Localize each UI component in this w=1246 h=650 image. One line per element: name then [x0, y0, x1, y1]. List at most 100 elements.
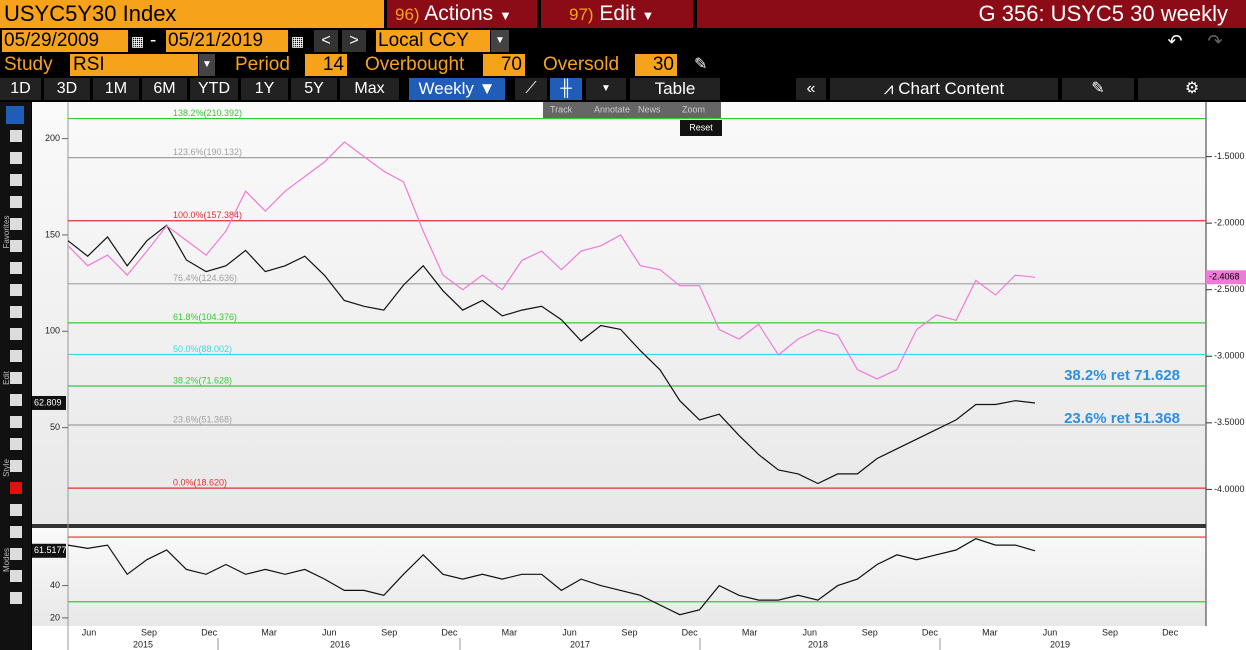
x-tick-label: Mar [742, 627, 758, 637]
tool-icon[interactable] [10, 570, 22, 582]
panel-divider [32, 524, 1246, 528]
reset-label: Reset [689, 122, 713, 132]
period-field[interactable]: 14 [305, 54, 347, 76]
x-tick-label: Sep [381, 627, 397, 637]
tool-icon[interactable] [10, 328, 22, 340]
dropdown-arrow[interactable]: ▼ [491, 30, 509, 52]
prev-button[interactable]: < [314, 30, 338, 52]
tool-icon[interactable] [10, 130, 22, 142]
reset-button[interactable] [680, 120, 722, 136]
tool-icon[interactable] [10, 306, 22, 318]
tool-icon[interactable] [10, 394, 22, 406]
level-label: 123.6%(190.132) [173, 147, 242, 157]
pen-icon[interactable]: ✎ [694, 56, 708, 73]
last-value-label: 62.809 [34, 397, 62, 407]
side-label: Edit [2, 370, 11, 385]
tool-icon[interactable] [10, 416, 22, 428]
tool-icon[interactable] [10, 438, 22, 450]
tool-icon[interactable] [10, 218, 22, 230]
currency-field[interactable]: Local CCY [376, 30, 490, 52]
level-label: 23.6%(51.368) [173, 414, 232, 424]
end-date[interactable]: 05/21/2019 [166, 30, 288, 52]
level-label: 76.4%(124.636) [173, 273, 237, 283]
tool-icon[interactable] [10, 526, 22, 538]
tool-icon[interactable] [10, 262, 22, 274]
line-chart-button[interactable]: ⟋ [515, 78, 547, 100]
tool-icon[interactable] [10, 174, 22, 186]
settings-button[interactable]: ⚙ [1138, 78, 1246, 100]
tool-icon[interactable] [10, 482, 22, 494]
tool-icon[interactable] [10, 240, 22, 252]
level-label: 100.0%(157.384) [173, 210, 242, 220]
overbought-field[interactable]: 70 [483, 54, 525, 76]
level-label: 0.0%(18.620) [173, 477, 227, 487]
dropdown-arrow: ▼ [641, 8, 655, 23]
x-tick-label: Sep [141, 627, 157, 637]
menu-number: 96) [395, 5, 420, 24]
chart-type-dropdown[interactable]: ▼ [586, 78, 626, 100]
x-year-label: 2015 [133, 639, 153, 649]
tool-icon[interactable] [10, 504, 22, 516]
x-tick-label: Dec [1162, 627, 1179, 637]
security-field[interactable]: USYC5Y30 Index [0, 0, 384, 28]
period-button[interactable]: 6M [142, 78, 187, 100]
period-button[interactable]: 5Y [291, 78, 337, 100]
next-button[interactable]: > [342, 30, 366, 52]
tool-icon[interactable] [10, 284, 22, 296]
period-button[interactable]: 1Y [241, 78, 288, 100]
x-year-label: 2019 [1050, 639, 1070, 649]
rsi-background [32, 528, 1206, 626]
dropdown-arrow[interactable]: ▼ [199, 54, 215, 76]
chart-tool: Track [550, 104, 573, 114]
level-label: 38.2%(71.628) [173, 375, 232, 385]
tool-icon[interactable] [10, 152, 22, 164]
bar-chart-button[interactable]: ╫ [550, 78, 582, 100]
study-field[interactable]: RSI [70, 54, 198, 76]
x-tick-label: Sep [622, 627, 638, 637]
chart-tool: Zoom [682, 104, 705, 114]
frequency-label: Weekly [418, 79, 474, 98]
undo-button[interactable]: ↶ [1167, 31, 1183, 51]
menu-label: Actions [424, 2, 494, 25]
period-button[interactable]: YTD [190, 78, 238, 100]
annotation: 23.6% ret 51.368 [1064, 410, 1180, 427]
frequency-button[interactable]: Weekly ▼ [409, 78, 505, 100]
period-button[interactable]: 3D [44, 78, 90, 100]
table-button[interactable]: Table [630, 78, 720, 100]
chart-content-button[interactable]: ⩘ Chart Content [830, 78, 1058, 100]
y-tick-label: 150 [45, 229, 60, 239]
function-title: G 356: USYC5 30 weekly [697, 0, 1246, 28]
start-date[interactable]: 05/29/2009 [2, 30, 128, 52]
tool-icon[interactable] [6, 106, 24, 124]
edit-menu[interactable]: 97) Edit ▼ [541, 0, 693, 28]
x-year-label: 2016 [330, 639, 350, 649]
period-button[interactable]: 1M [93, 78, 139, 100]
x-year-label: 2018 [808, 639, 828, 649]
y-tick-label: 50 [50, 422, 60, 432]
side-label: Favorites [2, 216, 11, 249]
tool-icon[interactable] [10, 350, 22, 362]
tool-icon[interactable] [10, 548, 22, 560]
y-tick-label: 200 [45, 133, 60, 143]
tool-icon[interactable] [10, 460, 22, 472]
tool-icon[interactable] [10, 196, 22, 208]
level-label: 61.8%(104.376) [173, 312, 237, 322]
tool-icon[interactable] [10, 372, 22, 384]
collapse-button[interactable]: « [796, 78, 826, 100]
period-buttons: 1D 3D 1M 6M YTD 1Y 5Y Max [0, 78, 410, 102]
period-button[interactable]: 1D [0, 78, 41, 100]
actions-menu[interactable]: 96) Actions ▼ [387, 0, 537, 28]
overbought-label: Overbought [365, 54, 465, 75]
calendar-icon[interactable]: ▦ [131, 33, 145, 49]
edit-chart-button[interactable]: ✎ [1062, 78, 1134, 100]
dropdown-arrow: ▼ [498, 8, 512, 23]
redo-button[interactable]: ↷ [1207, 31, 1223, 51]
oversold-field[interactable]: 30 [635, 54, 677, 76]
calendar-icon[interactable]: ▦ [291, 33, 305, 49]
period-button[interactable]: Max [340, 78, 399, 100]
x-tick-label: Jun [322, 627, 337, 637]
tool-icon[interactable] [10, 592, 22, 604]
side-label: Modes [2, 548, 11, 572]
